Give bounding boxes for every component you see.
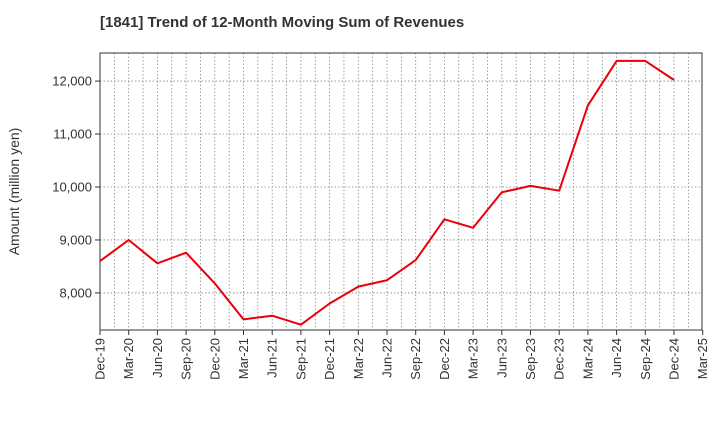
x-tick-label: Sep-24 bbox=[638, 338, 653, 380]
x-tick-label: Jun-20 bbox=[150, 338, 165, 378]
x-tick-label: Mar-23 bbox=[466, 338, 481, 379]
x-tick-label: Jun-21 bbox=[265, 338, 280, 378]
x-tick-label: Dec-23 bbox=[552, 338, 567, 380]
y-tick-label: 10,000 bbox=[52, 179, 92, 194]
x-tick-label: Dec-20 bbox=[207, 338, 222, 380]
x-tick-label: Sep-22 bbox=[408, 338, 423, 380]
y-axis-label: Amount (million yen) bbox=[6, 128, 22, 256]
x-tick-label: Dec-22 bbox=[437, 338, 452, 380]
y-tick-label: 9,000 bbox=[59, 232, 92, 247]
x-tick-label: Sep-23 bbox=[523, 338, 538, 380]
x-tick-label: Mar-25 bbox=[695, 338, 710, 379]
x-tick-label: Mar-20 bbox=[121, 338, 136, 379]
x-tick-label: Sep-21 bbox=[293, 338, 308, 380]
x-tick-label: Dec-21 bbox=[322, 338, 337, 380]
x-tick-label: Mar-22 bbox=[351, 338, 366, 379]
x-tick-label: Jun-22 bbox=[380, 338, 395, 378]
plot-area-frame bbox=[99, 52, 703, 331]
x-tick-label: Mar-21 bbox=[236, 338, 251, 379]
x-tick-label: Jun-24 bbox=[609, 338, 624, 378]
x-tick-label: Jun-23 bbox=[494, 338, 509, 378]
y-tick-label: 8,000 bbox=[59, 285, 92, 300]
y-tick-label: 11,000 bbox=[53, 127, 92, 142]
y-tick-label: 12,000 bbox=[52, 74, 92, 89]
x-tick-label: Sep-20 bbox=[179, 338, 194, 380]
chart-title: [1841] Trend of 12-Month Moving Sum of R… bbox=[100, 14, 465, 31]
series-layer bbox=[99, 59, 675, 326]
x-tick-label: Dec-19 bbox=[93, 338, 108, 380]
y-axis-ticks: 8,000 9,000 10,000 11,000 12,000 bbox=[52, 74, 100, 300]
x-tick-label: Mar-24 bbox=[580, 338, 595, 379]
x-tick-label: Dec-24 bbox=[667, 338, 682, 380]
grid-lines bbox=[100, 53, 702, 330]
x-axis-ticks: Dec-19 Mar-20 Jun-20 Sep-20 Dec-20 Mar-21 Jun-… bbox=[93, 330, 710, 380]
